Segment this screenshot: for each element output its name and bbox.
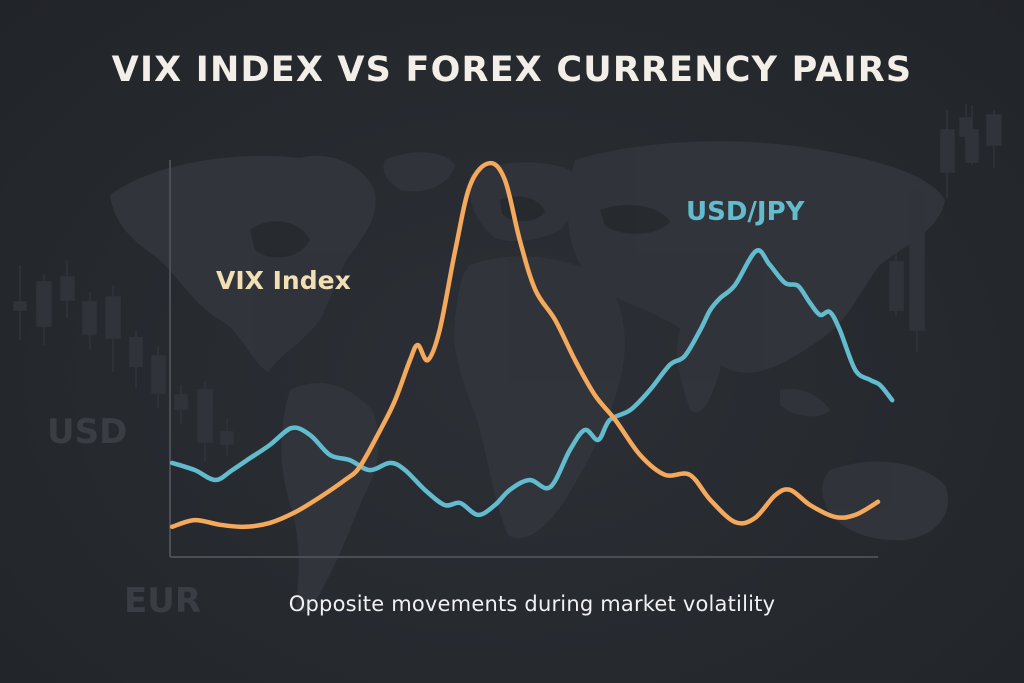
usdjpy-line (169, 248, 895, 518)
vix-index-series-label: VIX Index (216, 266, 351, 295)
candlestick-decoration-right (889, 104, 1002, 352)
candlestick-decoration-left (13, 260, 234, 462)
vix-index-line (169, 160, 881, 530)
background-currency-eur: EUR (124, 581, 202, 621)
usdjpy-series-label: USD/JPY (686, 197, 805, 227)
chart-subtitle: Opposite movements during market volatil… (288, 592, 776, 616)
chart-title: VIX INDEX VS FOREX CURRENCY PAIRS (111, 50, 913, 90)
background-currency-usd: USD (47, 412, 128, 452)
